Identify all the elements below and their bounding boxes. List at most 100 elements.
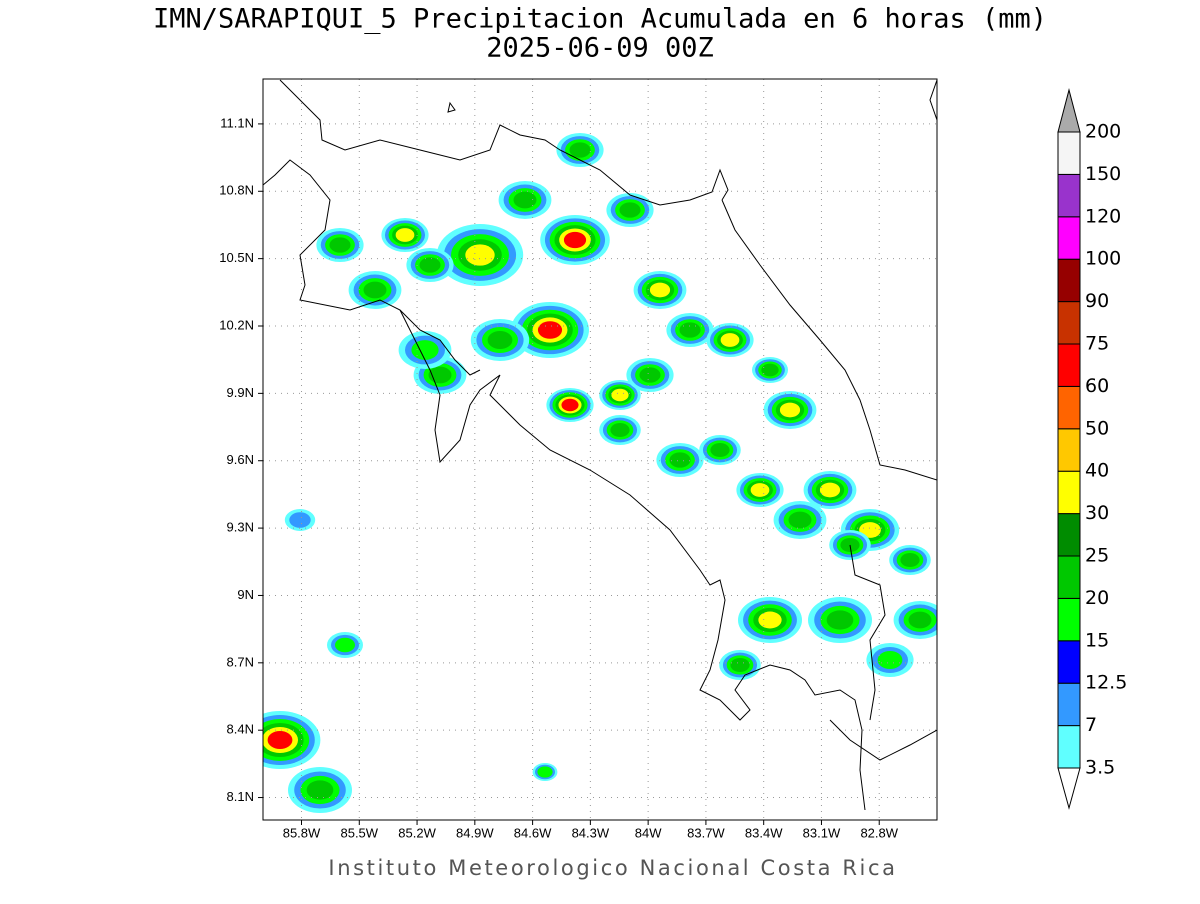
coastline bbox=[263, 159, 866, 811]
y-tick-label: 9.6N bbox=[227, 452, 254, 467]
precip-area bbox=[561, 398, 579, 412]
colorbar-label: 12.5 bbox=[1085, 672, 1127, 694]
x-tick-label: 85.5W bbox=[340, 825, 378, 840]
coastline bbox=[263, 79, 937, 811]
colorbar-label: 50 bbox=[1085, 417, 1109, 439]
precip-area bbox=[395, 228, 415, 242]
y-tick-label: 9N bbox=[237, 587, 254, 602]
precip-area bbox=[750, 483, 770, 497]
precip-area bbox=[487, 331, 513, 349]
x-tick-label: 84.6W bbox=[514, 825, 552, 840]
y-tick-label: 8.7N bbox=[227, 654, 254, 669]
colorbar-swatch bbox=[1057, 343, 1081, 387]
precip-area bbox=[779, 402, 801, 418]
precip-area bbox=[639, 367, 661, 383]
colorbar-swatch bbox=[1057, 173, 1081, 218]
colorbar-swatch bbox=[1057, 131, 1081, 175]
colorbar-swatch bbox=[1057, 513, 1081, 557]
colorbar-label: 120 bbox=[1085, 205, 1121, 227]
colorbar-swatch bbox=[1057, 258, 1081, 303]
island bbox=[447, 101, 456, 113]
precip-area bbox=[335, 637, 355, 653]
colorbar-label: 20 bbox=[1085, 587, 1109, 609]
y-tick-label: 10.5N bbox=[219, 250, 254, 265]
colorbar-swatch bbox=[1057, 301, 1081, 345]
precipitation-field bbox=[263, 133, 937, 813]
precip-area bbox=[611, 388, 629, 402]
x-tick-label: 84.9W bbox=[456, 825, 494, 840]
x-tick-label: 85.8W bbox=[283, 825, 321, 840]
colorbar-swatch bbox=[1057, 216, 1081, 260]
precip-area bbox=[619, 202, 641, 218]
colorbar-label: 7 bbox=[1085, 714, 1097, 736]
colorbar-label: 75 bbox=[1085, 333, 1109, 355]
colorbar-label: 30 bbox=[1085, 502, 1109, 524]
border bbox=[849, 544, 886, 721]
precip-area bbox=[758, 611, 782, 629]
x-tick-label: 82.8W bbox=[860, 825, 898, 840]
precip-area bbox=[428, 366, 452, 384]
precip-area bbox=[363, 281, 387, 299]
gulf bbox=[399, 309, 481, 376]
colorbar-swatch bbox=[1057, 470, 1081, 515]
colorbar-label: 15 bbox=[1085, 629, 1109, 651]
subtitle: 2025-06-09 00Z bbox=[486, 33, 714, 64]
colorbar-swatch bbox=[1057, 385, 1081, 430]
colorbar-swatch bbox=[1057, 428, 1081, 472]
colorbar-swatch bbox=[1057, 725, 1081, 769]
precip-area bbox=[537, 321, 563, 339]
colorbar-under bbox=[1057, 767, 1081, 810]
precip-area bbox=[908, 611, 932, 629]
precip-area bbox=[679, 322, 701, 338]
precip-area bbox=[826, 610, 854, 630]
colorbar-swatch bbox=[1057, 682, 1081, 727]
x-tick-label: 85.2W bbox=[398, 825, 436, 840]
coastline bbox=[829, 719, 937, 761]
precip-area bbox=[411, 340, 439, 360]
precip-area bbox=[306, 780, 334, 800]
y-tick-label: 10.2N bbox=[219, 317, 254, 332]
footer: Instituto Meteorologico Nacional Costa R… bbox=[328, 856, 897, 880]
map-frame bbox=[262, 78, 938, 821]
precip-area bbox=[649, 282, 671, 298]
precip-area bbox=[730, 658, 750, 672]
x-tick-label: 83.7W bbox=[687, 825, 725, 840]
colorbar-over bbox=[1057, 88, 1081, 133]
x-tick-label: 84.3W bbox=[572, 825, 610, 840]
colorbar-label: 150 bbox=[1085, 163, 1121, 185]
colorbar-swatch bbox=[1057, 597, 1081, 642]
colorbar-swatch bbox=[1057, 640, 1081, 684]
precip-area bbox=[610, 423, 630, 437]
y-tick-label: 8.1N bbox=[227, 789, 254, 804]
colorbar-label: 25 bbox=[1085, 545, 1109, 567]
y-tick-label: 9.9N bbox=[227, 385, 254, 400]
precip-area bbox=[761, 363, 779, 377]
y-tick-label: 8.4N bbox=[227, 722, 254, 737]
colorbar-swatch bbox=[1057, 555, 1081, 599]
precip-area bbox=[419, 257, 441, 273]
y-tick-label: 9.3N bbox=[227, 520, 254, 535]
colorbar-label: 60 bbox=[1085, 375, 1109, 397]
x-tick-label: 83.1W bbox=[803, 825, 841, 840]
colorbar-label: 90 bbox=[1085, 290, 1109, 312]
precip-area bbox=[900, 553, 920, 567]
coastline bbox=[279, 79, 729, 206]
colorbar-label: 100 bbox=[1085, 248, 1121, 270]
colorbar-label: 3.5 bbox=[1085, 757, 1115, 779]
x-tick-label: 83.4W bbox=[745, 825, 783, 840]
y-tick-label: 10.8N bbox=[219, 183, 254, 198]
colorbar-label: 40 bbox=[1085, 460, 1109, 482]
coastline bbox=[721, 199, 937, 481]
precip-area bbox=[329, 237, 351, 253]
precip-area bbox=[513, 191, 537, 209]
title: IMN/SARAPIQUI_5 Precipitacion Acumulada … bbox=[153, 4, 1047, 35]
precip-area bbox=[720, 333, 740, 347]
precip-area bbox=[569, 142, 591, 158]
precip-area bbox=[267, 731, 293, 749]
precip-area bbox=[537, 766, 553, 778]
colorbar-label: 200 bbox=[1085, 121, 1121, 143]
precip-area bbox=[819, 482, 841, 498]
precip-area bbox=[465, 244, 495, 266]
